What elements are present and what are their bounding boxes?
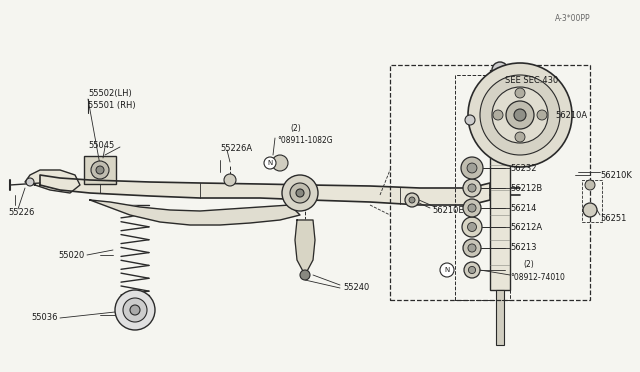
Circle shape (296, 189, 304, 197)
Circle shape (300, 270, 310, 280)
Circle shape (465, 115, 475, 125)
Polygon shape (25, 170, 80, 193)
Circle shape (515, 132, 525, 142)
Text: 56214: 56214 (510, 203, 536, 212)
Text: 56251: 56251 (600, 214, 627, 222)
Text: °08912-74010: °08912-74010 (510, 273, 565, 282)
Text: A-3*00PP: A-3*00PP (555, 13, 591, 22)
Bar (496, 290, 504, 345)
Circle shape (123, 298, 147, 322)
Text: 55226A: 55226A (220, 144, 252, 153)
Circle shape (26, 178, 34, 186)
Text: 56210K: 56210K (600, 170, 632, 180)
Circle shape (264, 157, 276, 169)
Circle shape (467, 222, 477, 231)
Bar (455, 75, 510, 300)
Bar (490, 70, 510, 290)
Polygon shape (90, 200, 300, 225)
Circle shape (282, 175, 318, 211)
Circle shape (440, 263, 454, 277)
Text: N: N (444, 267, 450, 273)
Circle shape (91, 161, 109, 179)
Text: 56213: 56213 (510, 244, 536, 253)
Circle shape (463, 199, 481, 217)
Text: 56212B: 56212B (510, 183, 542, 192)
Text: 55020: 55020 (59, 250, 85, 260)
Circle shape (96, 166, 104, 174)
Circle shape (493, 110, 503, 120)
Text: 55036: 55036 (31, 314, 58, 323)
Circle shape (405, 193, 419, 207)
Text: 55501 (RH): 55501 (RH) (88, 100, 136, 109)
Circle shape (514, 109, 526, 121)
Bar (84, 156, 116, 184)
Circle shape (468, 63, 572, 167)
Text: 56212A: 56212A (510, 222, 542, 231)
Circle shape (463, 239, 481, 257)
Circle shape (468, 244, 476, 252)
Circle shape (585, 180, 595, 190)
Circle shape (115, 290, 155, 330)
Circle shape (480, 75, 560, 155)
Text: 56232: 56232 (510, 164, 536, 173)
Circle shape (468, 184, 476, 192)
Text: 56210A: 56210A (555, 110, 587, 119)
Text: 55240: 55240 (343, 282, 369, 292)
Circle shape (272, 155, 288, 171)
Circle shape (468, 204, 476, 212)
Circle shape (462, 217, 482, 237)
Circle shape (224, 174, 236, 186)
Circle shape (537, 110, 547, 120)
Text: 55045: 55045 (88, 141, 115, 150)
Polygon shape (295, 220, 315, 275)
Circle shape (463, 179, 481, 197)
Text: SEE SEC.430: SEE SEC.430 (505, 76, 558, 84)
Text: 56210E: 56210E (432, 205, 463, 215)
Circle shape (409, 197, 415, 203)
Text: °08911-1082G: °08911-1082G (277, 135, 333, 144)
Circle shape (583, 203, 597, 217)
Circle shape (468, 266, 476, 273)
Circle shape (506, 101, 534, 129)
Circle shape (464, 262, 480, 278)
Circle shape (492, 62, 508, 78)
Circle shape (290, 183, 310, 203)
Bar (390, 65, 590, 300)
Text: 55502(LH): 55502(LH) (88, 89, 132, 97)
Circle shape (467, 163, 477, 173)
Circle shape (130, 305, 140, 315)
Text: N: N (268, 160, 273, 166)
Bar (582, 180, 602, 222)
Text: (2): (2) (290, 124, 301, 132)
Circle shape (515, 88, 525, 98)
Text: (2): (2) (523, 260, 534, 269)
Text: 55226: 55226 (8, 208, 35, 217)
Circle shape (461, 157, 483, 179)
Circle shape (492, 87, 548, 143)
Polygon shape (40, 175, 490, 205)
